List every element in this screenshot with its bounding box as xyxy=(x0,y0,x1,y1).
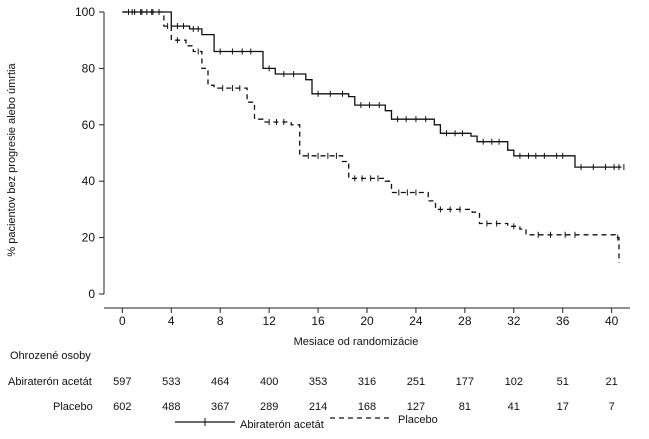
x-tick-label: 24 xyxy=(409,314,423,328)
risk-value: 177 xyxy=(456,376,474,388)
risk-value: 251 xyxy=(407,376,425,388)
risk-value: 102 xyxy=(505,376,523,388)
risk-row-label-abiraterone: Abiraterón acetát xyxy=(8,376,92,388)
x-tick-label: 20 xyxy=(360,314,374,328)
risk-value: 41 xyxy=(508,401,520,413)
risk-value: 289 xyxy=(260,401,278,413)
series-line-abiraterone xyxy=(122,11,622,168)
x-tick-label: 0 xyxy=(119,314,126,328)
series-lines xyxy=(122,9,625,263)
axis-ticks: 0 20 40 60 80 100 0 4 8 12 16 20 24 28 32 36 40 xyxy=(75,5,619,328)
risk-row-label-placebo: Placebo xyxy=(53,401,93,413)
y-tick-label: 100 xyxy=(75,5,95,19)
y-tick-label: 60 xyxy=(82,118,96,132)
risk-value: 464 xyxy=(211,376,229,388)
risk-value: 214 xyxy=(309,401,327,413)
legend-label-placebo: Placebo xyxy=(398,414,438,426)
risk-value: 597 xyxy=(113,376,131,388)
risk-value: 51 xyxy=(557,376,569,388)
risk-value: 602 xyxy=(113,401,131,413)
risk-value: 17 xyxy=(557,401,569,413)
x-tick-label: 36 xyxy=(556,314,570,328)
y-tick-label: 80 xyxy=(82,61,96,75)
risk-value: 7 xyxy=(609,401,615,413)
y-tick-label: 0 xyxy=(88,287,95,301)
risk-value: 21 xyxy=(606,376,618,388)
x-tick-label: 8 xyxy=(217,314,224,328)
legend: Abiraterón acetát Placebo xyxy=(175,414,438,431)
risk-value: 488 xyxy=(162,401,180,413)
x-tick-label: 32 xyxy=(507,314,521,328)
risk-value: 81 xyxy=(459,401,471,413)
risk-value: 400 xyxy=(260,376,278,388)
x-tick-label: 28 xyxy=(458,314,472,328)
risk-value: 533 xyxy=(162,376,180,388)
x-tick-label: 16 xyxy=(311,314,325,328)
risk-value: 316 xyxy=(358,376,376,388)
x-tick-label: 12 xyxy=(262,314,276,328)
risk-value: 127 xyxy=(407,401,425,413)
x-tick-label: 4 xyxy=(168,314,175,328)
y-tick-label: 40 xyxy=(82,174,96,188)
risk-value: 168 xyxy=(358,401,376,413)
x-tick-label: 40 xyxy=(605,314,619,328)
series-line-placebo xyxy=(122,11,620,263)
legend-label-abiraterone: Abiraterón acetát xyxy=(240,419,324,431)
risk-value: 367 xyxy=(211,401,229,413)
y-axis-title: % pacientov bez progresie alebo úmrtia xyxy=(6,63,18,257)
risk-value: 353 xyxy=(309,376,327,388)
y-tick-label: 20 xyxy=(82,231,96,245)
risk-table-title: Ohrozené osoby xyxy=(10,350,91,362)
x-axis-title: Mesiace od randomizácie xyxy=(294,336,419,348)
